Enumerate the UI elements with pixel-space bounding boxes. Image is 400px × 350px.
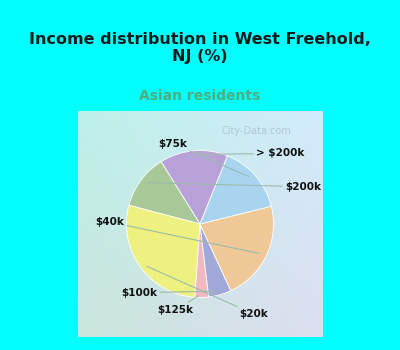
Wedge shape: [200, 206, 274, 291]
Text: $125k: $125k: [158, 296, 198, 315]
Text: > $200k: > $200k: [198, 148, 304, 159]
Text: Income distribution in West Freehold,
NJ (%): Income distribution in West Freehold, NJ…: [29, 32, 371, 64]
Text: $75k: $75k: [158, 139, 249, 176]
Text: $20k: $20k: [147, 266, 268, 319]
Text: $100k: $100k: [121, 288, 215, 298]
Wedge shape: [195, 224, 209, 298]
Wedge shape: [129, 162, 200, 224]
Text: $40k: $40k: [96, 217, 259, 253]
Wedge shape: [200, 224, 231, 297]
Wedge shape: [200, 156, 271, 224]
Wedge shape: [126, 205, 200, 297]
Text: Asian residents: Asian residents: [139, 89, 261, 103]
Text: $200k: $200k: [148, 182, 321, 192]
Text: City-Data.com: City-Data.com: [222, 126, 291, 136]
Wedge shape: [161, 150, 228, 224]
